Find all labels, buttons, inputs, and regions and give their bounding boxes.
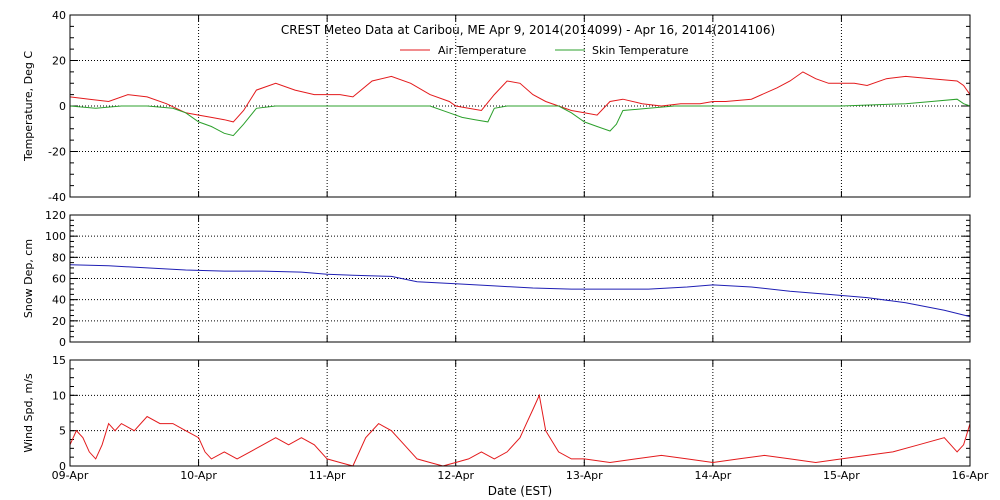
legend: Air Temperature Skin Temperature (400, 44, 689, 57)
temperature-series-line (69, 98, 971, 137)
x-tick-label: 10-Apr (180, 469, 217, 482)
temperature-ytick-label: -20 (48, 146, 66, 159)
wind-speed-ytick-label: 15 (52, 354, 66, 367)
snow-depth-axis-label: Snow Dep, cm (22, 239, 35, 318)
snow-depth-series-line (69, 264, 971, 318)
temperature-ytick-label: 40 (52, 9, 66, 22)
wind-speed-series-line (69, 393, 971, 467)
snow-depth-frame (69, 214, 971, 343)
snow-depth-ytick-label: 0 (59, 336, 66, 349)
wind-speed-ytick-label: 5 (59, 425, 66, 438)
x-tick-label: 14-Apr (694, 469, 731, 482)
wind-speed-ytick-label: 0 (59, 460, 66, 473)
legend-air-label: Air Temperature (438, 44, 527, 57)
snow-depth-panel: 0 20 40 60 80 100 120 Snow Dep, cm (22, 209, 971, 349)
snow-depth-ytick-label: 80 (52, 251, 66, 264)
temperature-ytick-label: 0 (59, 100, 66, 113)
x-tick-label: 13-Apr (566, 469, 603, 482)
x-tick-label: 12-Apr (437, 469, 474, 482)
wind-speed-ytick-label: 10 (52, 389, 66, 402)
x-tick-label: 15-Apr (823, 469, 860, 482)
snow-depth-ytick-label: 100 (45, 230, 66, 243)
panels: -40 -20 0 20 40 Temperature, Deg C 0 20 40 60 80 10… (22, 9, 989, 482)
snow-depth-ytick-label: 120 (45, 209, 66, 222)
temperature-ytick-label: -40 (48, 191, 66, 204)
snow-depth-ytick-label: 20 (52, 315, 66, 328)
x-tick-label: 16-Apr (952, 469, 989, 482)
wind-speed-axis-label: Wind Spd, m/s (22, 373, 35, 453)
chart-title: CREST Meteo Data at Caribou, ME Apr 9, 2… (281, 23, 775, 37)
snow-depth-ytick-label: 60 (52, 273, 66, 286)
wind-speed-panel: 0 5 10 15 Wind Spd, m/s (22, 354, 971, 473)
temperature-series-line (69, 71, 971, 123)
x-tick-label: 09-Apr (52, 469, 89, 482)
x-tick-label: 11-Apr (309, 469, 346, 482)
temperature-axis-label: Temperature, Deg C (22, 51, 35, 162)
temperature-panel: -40 -20 0 20 40 Temperature, Deg C (22, 9, 971, 204)
legend-skin-label: Skin Temperature (592, 44, 689, 57)
temperature-ytick-label: 20 (52, 55, 66, 68)
wind-speed-frame (69, 359, 971, 467)
temperature-frame (69, 14, 971, 198)
snow-depth-ytick-label: 40 (52, 294, 66, 307)
x-axis-label: Date (EST) (488, 484, 552, 498)
